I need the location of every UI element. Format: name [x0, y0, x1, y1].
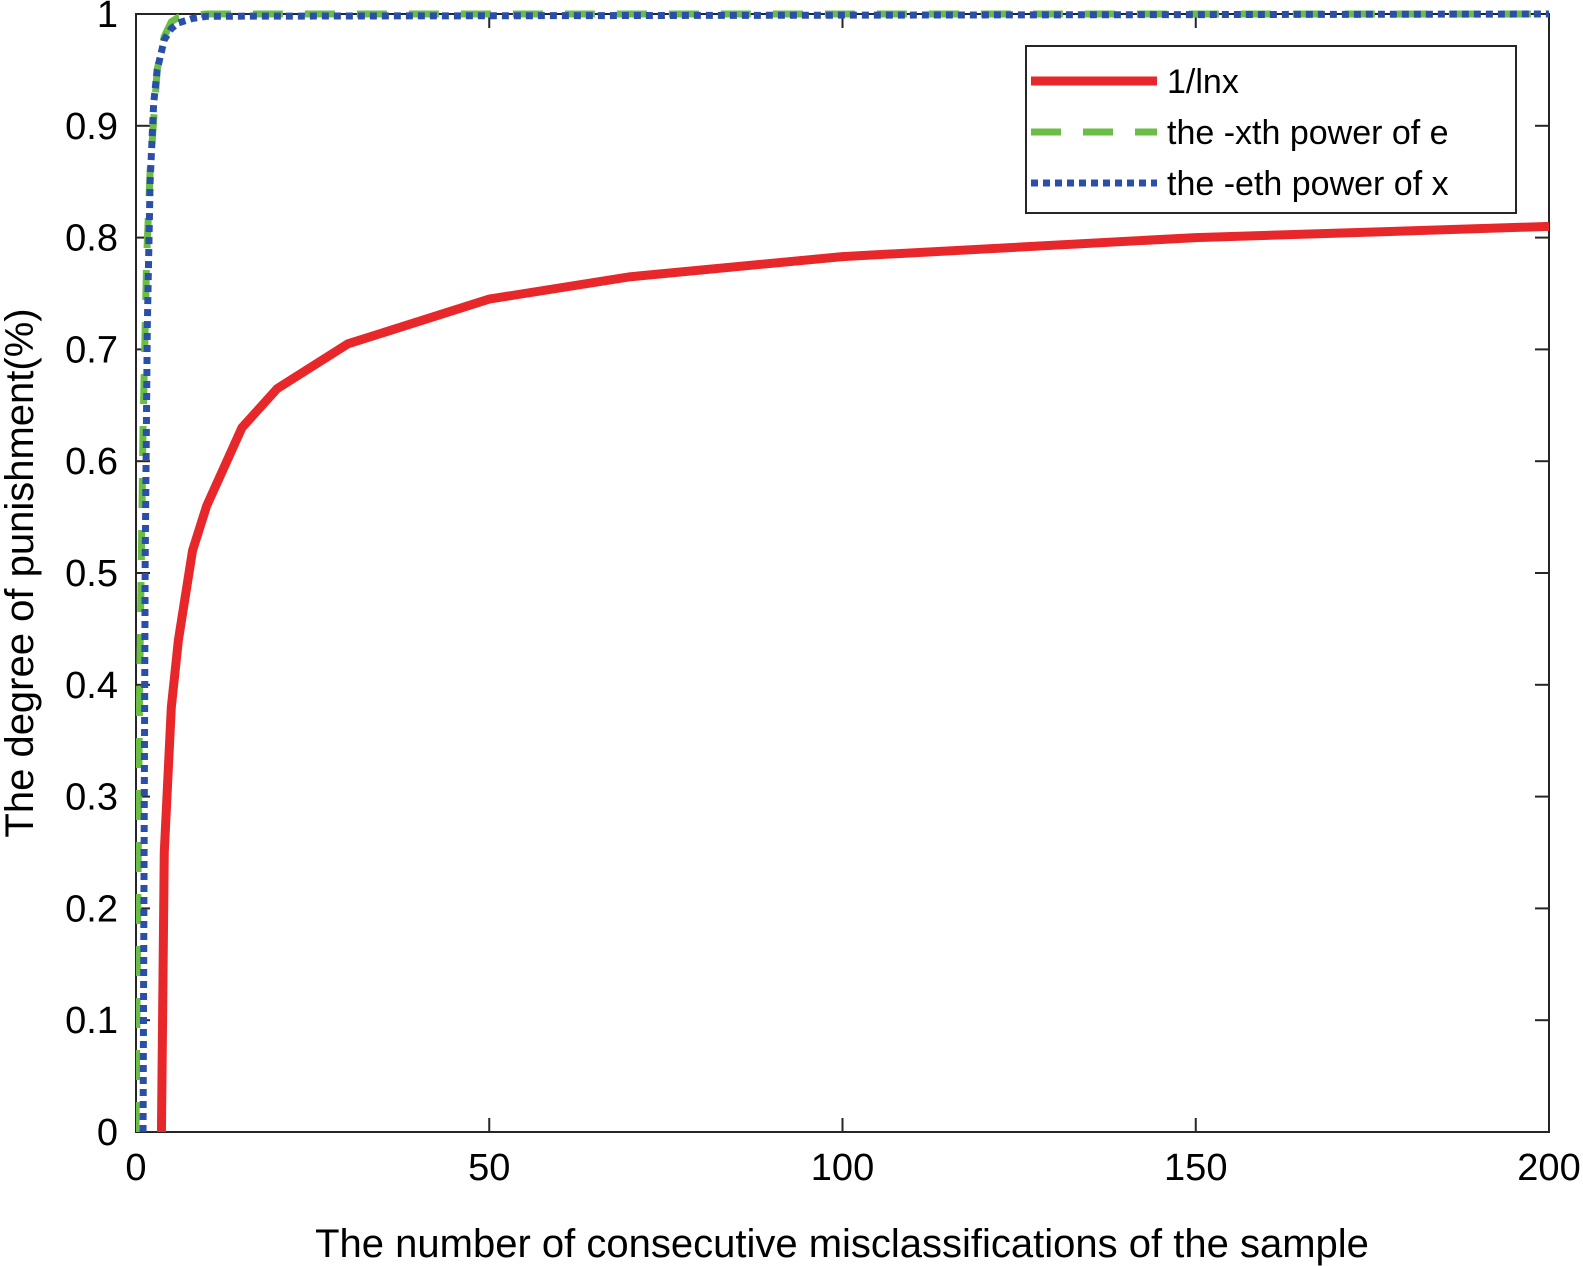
x-axis-title: The number of consecutive misclassificat…: [315, 1222, 1369, 1266]
y-tick-label: 0.8: [65, 218, 118, 260]
legend-label: the -eth power of x: [1167, 165, 1449, 203]
x-tick-label: 50: [468, 1147, 510, 1189]
y-tick-label: 0: [97, 1112, 118, 1154]
x-tick-label: 100: [811, 1147, 874, 1189]
y-axis-title: The degree of punishment(%): [0, 308, 42, 837]
y-tick-label: 0.4: [65, 665, 118, 707]
legend-label: 1/lnx: [1167, 63, 1239, 101]
y-tick-label: 0.7: [65, 329, 118, 371]
y-tick-label: 0.3: [65, 777, 118, 819]
x-tick-label: 200: [1517, 1147, 1580, 1189]
legend-items: 1/lnx the -xth power of e the -eth power o…: [1031, 63, 1449, 203]
y-tick-label: 0.5: [65, 553, 118, 595]
x-tick-label: 150: [1164, 1147, 1227, 1189]
legend-label: the -xth power of e: [1167, 114, 1449, 152]
y-tick-label: 1: [97, 0, 118, 36]
series-layer: [136, 10, 1549, 1133]
x-tick-label: 0: [125, 1147, 146, 1189]
series-line-1: [156, 221, 1549, 1133]
x-tick-labels: 0 50 100 150 200: [125, 1147, 1580, 1189]
y-tick-label: 0.1: [65, 1000, 118, 1042]
series-line-3: [139, 10, 1549, 1133]
y-tick-label: 0.9: [65, 106, 118, 148]
y-tick-label: 0.6: [65, 441, 118, 483]
y-tick-labels: 0 0.1 0.2 0.3 0.4 0.5 0.6 0.7 0.8 0.9 1: [65, 0, 118, 1154]
y-tick-label: 0.2: [65, 888, 118, 930]
legend: 1/lnx the -xth power of e the -eth power o…: [1025, 45, 1517, 214]
